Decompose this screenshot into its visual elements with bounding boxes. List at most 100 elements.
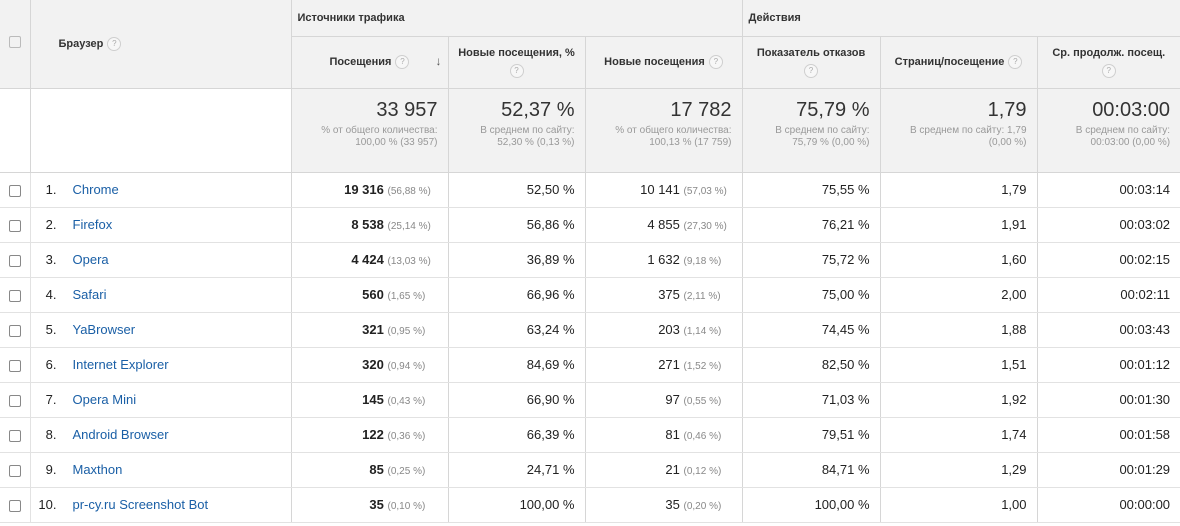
browser-column-header[interactable]: Браузер? xyxy=(30,0,291,89)
table-row: 6. Internet Explorer 320 (0,94 %) 84,69 %… xyxy=(0,347,1180,383)
browser-cell: 4. Safari xyxy=(30,277,291,313)
avg-duration-cell: 00:02:15 xyxy=(1036,242,1180,278)
table-row: 3. Opera 4 424 (13,03 %) 36,89 % 1 632 (9… xyxy=(0,242,1180,278)
bounce-header-label: Показатель отказов xyxy=(756,47,866,59)
browser-header-label: Браузер xyxy=(58,37,104,50)
table-row: 7. Opera Mini 145 (0,43 %) 66,90 % 97 (0,… xyxy=(0,382,1180,418)
new-visits-share: (27,30 %) xyxy=(683,221,727,232)
row-checkbox[interactable] xyxy=(0,382,31,418)
table-row: 2. Firefox 8 538 (25,14 %) 56,86 % 4 855 … xyxy=(0,207,1180,243)
visits-cell: 320 (0,94 %) xyxy=(290,347,448,383)
row-checkbox[interactable] xyxy=(0,452,31,488)
visits-share: (0,25 %) xyxy=(387,466,426,477)
row-checkbox-box[interactable] xyxy=(8,394,21,407)
new-visits-pct-cell: 56,86 % xyxy=(447,207,585,243)
row-checkbox[interactable] xyxy=(0,487,31,523)
bounce-rate-cell: 84,71 % xyxy=(741,452,881,488)
new-visits-cell: 21 (0,12 %) xyxy=(584,452,743,488)
row-index: 2. xyxy=(45,217,57,232)
visits-cell: 560 (1,65 %) xyxy=(290,277,448,313)
new-visits-value: 203 xyxy=(658,322,680,337)
total-sub: 100,13 % (17 759) xyxy=(649,136,732,148)
row-index: 10. xyxy=(38,497,57,512)
row-checkbox[interactable] xyxy=(0,242,31,278)
visits-value: 85 xyxy=(369,462,384,477)
total-pages-per-visit: 1,79 В среднем по сайту: 1,79 (0,00 %) xyxy=(879,88,1038,173)
help-icon[interactable]: ? xyxy=(107,36,122,51)
help-icon[interactable]: ? xyxy=(395,55,410,70)
row-checkbox-box[interactable] xyxy=(8,184,21,197)
new-visits-pct-cell: 24,71 % xyxy=(447,452,585,488)
avg-duration-column-header[interactable]: Ср. продолж. посещ. ? xyxy=(1036,36,1180,89)
row-checkbox-box[interactable] xyxy=(8,429,21,442)
select-all-box[interactable] xyxy=(8,35,21,48)
help-icon[interactable]: ? xyxy=(804,64,819,78)
row-checkbox[interactable] xyxy=(0,207,31,243)
row-checkbox-box[interactable] xyxy=(8,324,21,337)
new-visits-column-header[interactable]: Новые посещения? xyxy=(584,36,743,89)
visits-cell: 4 424 (13,03 %) xyxy=(290,242,448,278)
new-visits-cell: 203 (1,14 %) xyxy=(584,312,743,348)
browser-link[interactable]: Firefox xyxy=(72,217,113,232)
row-checkbox-box[interactable] xyxy=(8,254,21,267)
new-visits-pct-column-header[interactable]: Новые посещения, % ? xyxy=(447,36,585,89)
help-icon[interactable]: ? xyxy=(708,55,723,70)
row-checkbox-box[interactable] xyxy=(8,219,21,232)
visits-header-label: Посещения xyxy=(329,55,392,68)
total-value: 75,79 % xyxy=(796,98,870,121)
browser-link[interactable]: Safari xyxy=(72,287,107,302)
total-visits: 33 957 % от общего количества: 100,00 % … xyxy=(290,88,448,173)
row-checkbox[interactable] xyxy=(0,312,31,348)
total-sub: В среднем по сайту: xyxy=(775,124,870,136)
new-visits-pct-cell: 66,90 % xyxy=(447,382,585,418)
new-visits-cell: 271 (1,52 %) xyxy=(584,347,743,383)
help-icon[interactable]: ? xyxy=(509,64,524,78)
row-checkbox[interactable] xyxy=(0,417,31,453)
sort-desc-icon[interactable]: ↓ xyxy=(435,53,442,68)
total-value: 1,79 xyxy=(987,98,1027,121)
row-checkbox[interactable] xyxy=(0,347,31,383)
browser-link[interactable]: Internet Explorer xyxy=(72,357,169,372)
row-checkbox-box[interactable] xyxy=(8,499,21,512)
bounce-rate-cell: 75,00 % xyxy=(741,277,881,313)
visits-value: 4 424 xyxy=(351,252,384,267)
help-icon[interactable]: ? xyxy=(1101,64,1116,78)
row-checkbox[interactable] xyxy=(0,277,31,313)
total-bounce-rate: 75,79 % В среднем по сайту: 75,79 % (0,0… xyxy=(741,88,881,173)
browser-link[interactable]: pr-cy.ru Screenshot Bot xyxy=(72,497,209,512)
new-visits-cell: 97 (0,55 %) xyxy=(584,382,743,418)
new-visits-value: 4 855 xyxy=(647,217,680,232)
browser-link[interactable]: Opera xyxy=(72,252,109,267)
avg-duration-cell: 00:01:12 xyxy=(1036,347,1180,383)
select-all-checkbox[interactable] xyxy=(0,0,31,89)
row-checkbox-box[interactable] xyxy=(8,359,21,372)
traffic-sources-group: Источники трафика xyxy=(290,0,743,37)
pages-per-visit-cell: 1,88 xyxy=(879,312,1038,348)
row-index: 9. xyxy=(45,462,57,477)
table-row: 1. Chrome 19 316 (56,88 %) 52,50 % 10 141… xyxy=(0,172,1180,208)
browser-link[interactable]: Android Browser xyxy=(72,427,169,442)
row-checkbox-box[interactable] xyxy=(8,464,21,477)
visits-cell: 122 (0,36 %) xyxy=(290,417,448,453)
total-sub: 100,00 % (33 957) xyxy=(355,136,438,148)
row-checkbox[interactable] xyxy=(0,172,31,208)
browser-cell: 10. pr-cy.ru Screenshot Bot xyxy=(30,487,291,523)
row-checkbox-box[interactable] xyxy=(8,289,21,302)
browser-cell: 2. Firefox xyxy=(30,207,291,243)
bounce-rate-column-header[interactable]: Показатель отказов ? xyxy=(741,36,881,89)
help-icon[interactable]: ? xyxy=(1008,55,1023,70)
bounce-rate-cell: 76,21 % xyxy=(741,207,881,243)
new-visits-header-label: Новые посещения xyxy=(604,55,705,68)
pages-per-visit-column-header[interactable]: Страниц/посещение? xyxy=(879,36,1038,89)
total-sub: % от общего количества: xyxy=(615,124,732,136)
browser-link[interactable]: YaBrowser xyxy=(72,322,136,337)
total-sub: % от общего количества: xyxy=(321,124,438,136)
total-sub: 52,30 % (0,13 %) xyxy=(497,136,575,148)
visits-column-header[interactable]: Посещения? ↓ xyxy=(290,36,448,89)
total-sub: 00:03:00 (0,00 %) xyxy=(1090,136,1171,148)
browser-link[interactable]: Maxthon xyxy=(72,462,123,477)
new-visits-value: 271 xyxy=(658,357,680,372)
new-visits-share: (2,11 %) xyxy=(683,291,721,302)
browser-link[interactable]: Opera Mini xyxy=(72,392,137,407)
browser-link[interactable]: Chrome xyxy=(72,182,119,197)
